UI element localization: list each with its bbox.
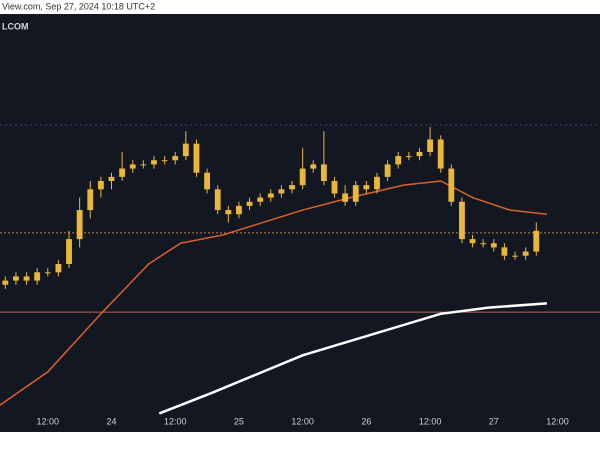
candle-body — [151, 160, 157, 165]
candle-body — [384, 164, 391, 177]
candle-body — [363, 185, 370, 190]
candle-body — [289, 185, 295, 190]
candle-body — [13, 276, 19, 281]
candle-body — [278, 189, 285, 194]
candle-body — [44, 272, 51, 274]
x-tick-label: 12:00 — [291, 416, 314, 426]
candle-body — [2, 280, 9, 285]
candle-body — [405, 156, 412, 158]
candle-body — [352, 185, 359, 202]
candle-body — [480, 243, 487, 245]
x-tick-label: 24 — [106, 416, 116, 426]
candle-body — [182, 143, 189, 157]
candle-body — [172, 156, 179, 161]
candle-body — [119, 168, 126, 177]
candle-body — [469, 239, 476, 244]
candle-body — [320, 164, 327, 181]
candle-body — [193, 143, 200, 173]
x-tick-label: 26 — [361, 416, 371, 426]
candle-body — [87, 189, 94, 211]
x-tick-label: 25 — [234, 416, 244, 426]
x-tick-label: 12:00 — [37, 416, 60, 426]
candle-body — [23, 276, 30, 281]
moving-average — [158, 302, 547, 415]
candle-body — [257, 197, 264, 202]
candle-body — [76, 210, 83, 240]
candle-body — [129, 164, 136, 169]
candle-body — [427, 139, 434, 152]
candle-body — [204, 172, 210, 190]
candle-body — [267, 193, 274, 198]
candle-body — [97, 181, 104, 190]
candle-body — [108, 176, 115, 181]
candle-body — [374, 176, 380, 190]
candle-body — [501, 247, 508, 256]
candle-body — [310, 164, 317, 169]
x-tick-label: 12:00 — [164, 416, 187, 426]
plot-background — [0, 14, 600, 432]
candle-body — [533, 230, 540, 252]
x-tick-label: 12:00 — [546, 416, 569, 426]
candle-body — [437, 139, 444, 169]
candle-body — [342, 193, 349, 202]
x-tick-label: 27 — [489, 416, 499, 426]
candle-body — [512, 255, 518, 257]
candle-body — [140, 164, 147, 166]
moving-average — [0, 180, 547, 406]
candle-body — [395, 156, 402, 165]
candle-body — [416, 151, 423, 157]
header-text: View.com, Sep 27, 2024 10:18 UTC+2 — [2, 1, 155, 11]
candle-body — [299, 168, 306, 186]
x-tick-label: 12:00 — [419, 416, 442, 426]
candle-body — [161, 160, 168, 162]
candle-body — [34, 272, 41, 281]
candle-body — [490, 243, 497, 248]
candle-body — [55, 264, 62, 273]
candle-body — [522, 251, 529, 256]
candle-body — [66, 239, 72, 264]
candle-body — [448, 168, 455, 202]
candle-body — [246, 201, 253, 206]
candle-body — [331, 181, 338, 194]
candle-body — [236, 205, 242, 215]
candle-body — [225, 210, 232, 215]
candle-body — [459, 201, 465, 240]
candle-body — [214, 189, 221, 211]
symbol: LCOM — [2, 21, 29, 31]
